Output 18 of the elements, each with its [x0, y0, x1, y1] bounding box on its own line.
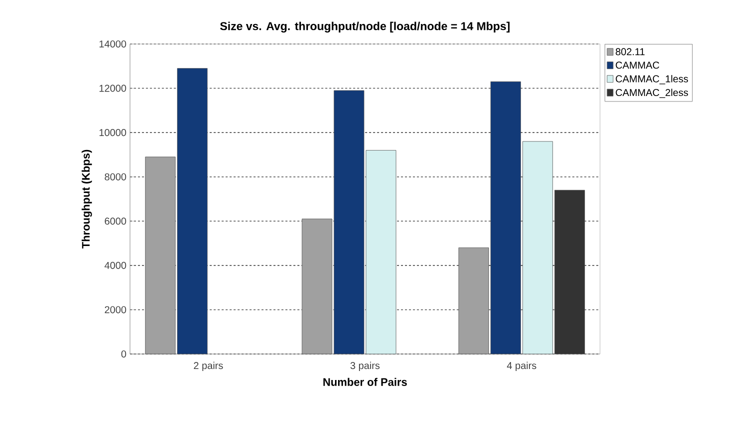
y-tick-label: 4000: [104, 262, 126, 269]
y-tick-label: 8000: [104, 173, 126, 180]
y-tick-label: 6000: [104, 218, 126, 225]
x-tick-label: 2 pairs: [194, 362, 223, 372]
chart-title: Size vs. Avg. throughput/node [load/node = 14 Mbps]: [220, 22, 510, 32]
y-tick-label: 0: [121, 350, 126, 358]
y-tick-label: 10000: [100, 129, 126, 136]
x-tick-label: 3 pairs: [350, 362, 380, 372]
legend-label: CAMMAC_1less: [616, 75, 688, 84]
x-tick-label: 4 pairs: [506, 362, 536, 372]
y-tick-label: 2000: [104, 306, 126, 314]
y-tick-label: 14000: [100, 40, 126, 48]
y-tick-label: 12000: [100, 84, 126, 92]
legend-label: 802.11: [616, 48, 645, 56]
legend-label: CAMMAC: [616, 62, 660, 69]
x-axis-title: Number of Pairs: [323, 378, 407, 386]
legend-label: CAMMAC_2less: [616, 88, 688, 98]
y-axis-title: Throughput (Kbps): [82, 150, 92, 248]
